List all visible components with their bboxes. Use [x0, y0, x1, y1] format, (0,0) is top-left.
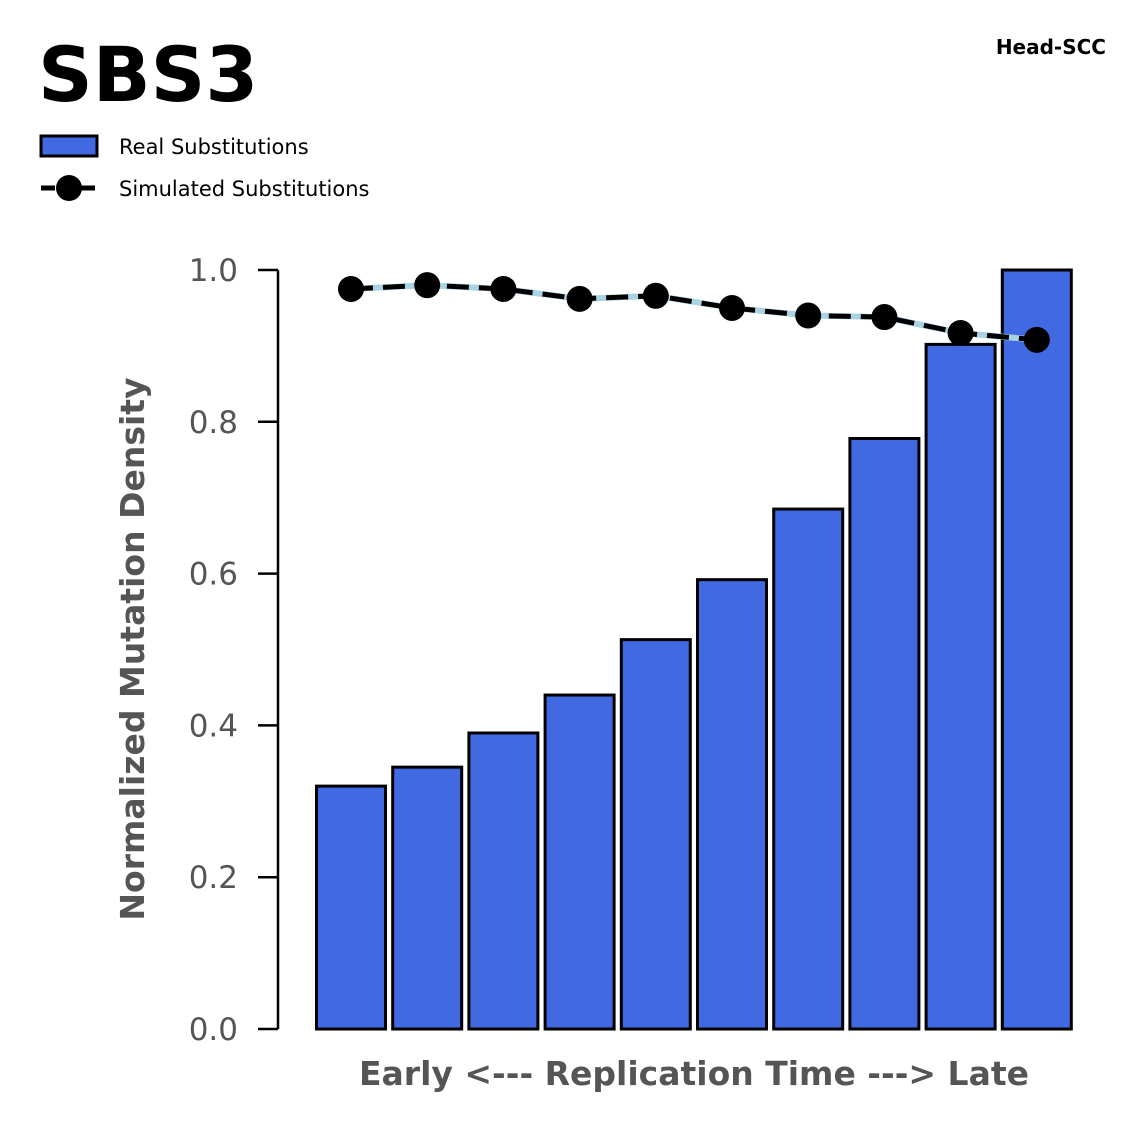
bar: [1000, 268, 1073, 1031]
y-tick-label: 0.4: [189, 708, 238, 744]
y-tick-label: 0.8: [189, 405, 238, 441]
simulated-point: [414, 272, 441, 299]
bar-series: [315, 268, 1073, 1031]
simulated-line: [350, 282, 1038, 343]
bar: [543, 693, 616, 1031]
legend-label-simulated: Simulated Substitutions: [119, 177, 369, 201]
y-tick-label: 0.0: [189, 1012, 238, 1048]
chart-subtitle: Head-SCC: [996, 35, 1106, 59]
y-axis: 0.0 0.2 0.4 0.6 0.8 1.0: [189, 253, 280, 1048]
y-tick-label: 0.2: [189, 860, 238, 896]
y-axis-label: Normalized Mutation Density: [113, 377, 152, 920]
bar: [696, 578, 768, 1031]
legend-marker-swatch: [56, 175, 82, 201]
simulated-point: [1023, 326, 1050, 353]
simulated-point: [566, 285, 593, 312]
simulated-point: [642, 282, 669, 309]
simulated-point: [490, 275, 517, 302]
legend-label-real: Real Substitutions: [119, 135, 309, 159]
legend: Real Substitutions Simulated Substitutio…: [39, 134, 369, 201]
simulated-series: [338, 272, 1050, 353]
bar: [924, 342, 997, 1031]
bar: [315, 784, 387, 1031]
bar: [391, 765, 464, 1031]
bar: [619, 638, 692, 1031]
simulated-line-halo: [350, 282, 1038, 343]
simulated-point: [338, 275, 364, 302]
y-tick-label: 0.6: [189, 557, 238, 593]
x-axis-label: Early <--- Replication Time ---> Late: [359, 1054, 1029, 1093]
simulated-point: [795, 302, 822, 329]
y-tick-label: 1.0: [189, 253, 238, 289]
simulated-point: [719, 294, 745, 321]
legend-bar-swatch: [39, 134, 99, 158]
simulated-point: [871, 304, 898, 331]
bar: [848, 436, 921, 1031]
chart-title: SBS3: [38, 30, 258, 119]
bar: [772, 507, 845, 1031]
simulated-point: [947, 319, 974, 346]
bar: [467, 731, 540, 1031]
